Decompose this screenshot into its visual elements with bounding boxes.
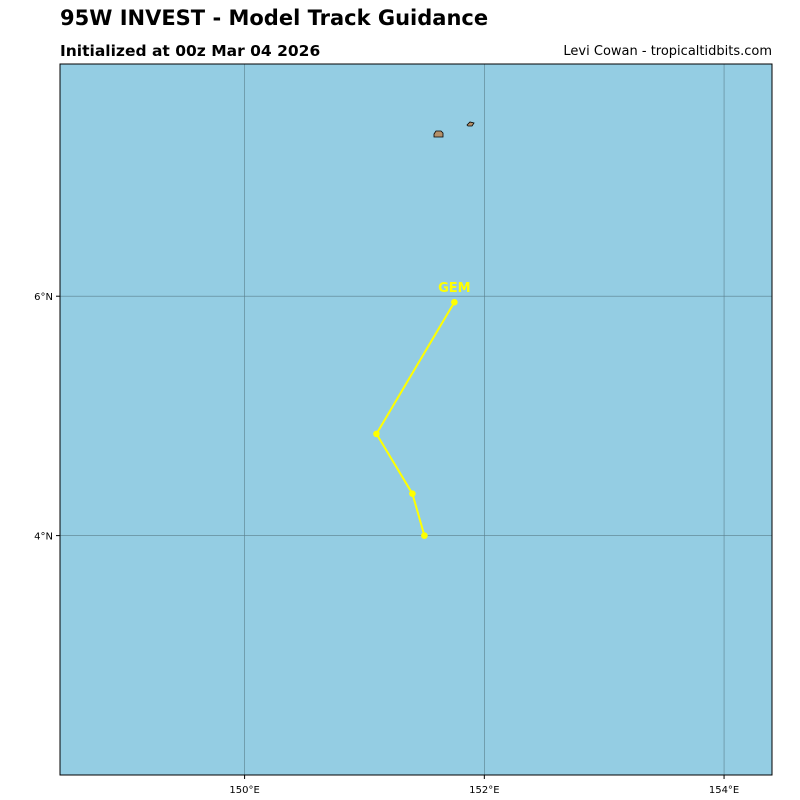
island [466, 121, 475, 127]
credit-text: Levi Cowan - tropicaltidbits.com [563, 44, 772, 59]
lon-tick-label: 154°E [709, 785, 739, 796]
ocean-background [60, 64, 772, 775]
lat-tick-label: 6°N [34, 292, 53, 303]
track-point [421, 532, 428, 539]
map-frame [59, 63, 773, 776]
axis-ticks: 150°E 152°E 154°E 4°N 6°N [34, 292, 739, 796]
graticule [60, 64, 772, 775]
track-line-gem [375, 301, 456, 536]
model-tracks: GEM [373, 281, 471, 539]
track-point [373, 430, 380, 438]
init-time-subtitle: Initialized at 00z Mar 04 2026 [60, 42, 321, 60]
island [433, 130, 444, 138]
land-masses [433, 121, 475, 138]
track-point [451, 298, 458, 306]
lat-tick-label: 4°N [34, 532, 53, 543]
track-point [409, 490, 416, 498]
map-title: 95W INVEST - Model Track Guidance [60, 6, 489, 30]
lon-tick-label: 150°E [229, 785, 259, 796]
lon-tick-label: 152°E [469, 785, 499, 796]
track-label: GEM [438, 281, 471, 296]
